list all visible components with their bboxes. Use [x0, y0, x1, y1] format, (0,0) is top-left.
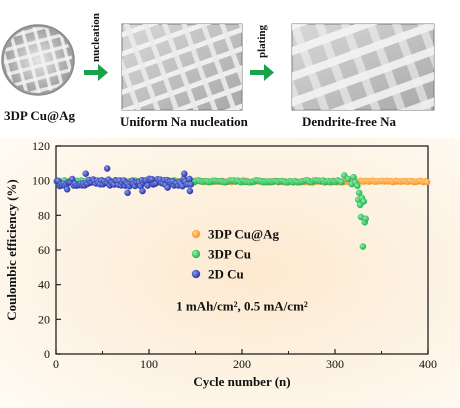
y-tick-label: 0 [44, 347, 50, 361]
y-tick-label: 100 [32, 174, 50, 188]
cu2d-point [124, 189, 131, 197]
cu3d-point [354, 182, 361, 190]
uniform-nucleation-image [121, 23, 243, 111]
legend-label: 3DP Cu@Ag [208, 227, 279, 242]
cu2d-point [139, 187, 146, 195]
cu3d-point [359, 243, 367, 250]
cu2d-point [164, 184, 171, 191]
legend-label: 3DP Cu [208, 247, 251, 262]
x-tick-label: 300 [326, 357, 344, 371]
cu2d-point [187, 181, 195, 188]
y-tick-label: 20 [38, 312, 50, 326]
chart: 0 100 200 300 400 0 20 40 60 80 100 120 Cycle number… [0, 138, 460, 408]
schematic-panel [1, 23, 435, 111]
y-tick-label: 120 [32, 139, 50, 153]
cu2d-point [63, 186, 71, 193]
plating-arrow [250, 64, 274, 81]
legend-marker [191, 229, 201, 239]
x-tick-label: 0 [53, 357, 59, 371]
cu2d-point [144, 182, 151, 189]
cu3d-point [338, 178, 345, 186]
cu3d-point [344, 175, 352, 183]
cu2d-point [181, 170, 188, 177]
legend-label: 2D Cu [208, 267, 244, 282]
dendrite-free-image [291, 23, 435, 111]
x-tick-label: 100 [140, 357, 158, 371]
nucleation-arrow [84, 64, 108, 81]
x-tick-label: 200 [233, 357, 251, 371]
y-axis-label: Coulombic efficiency (%) [4, 179, 19, 321]
step2-label: Uniform Na nucleation [120, 114, 248, 129]
y-tick-label: 60 [38, 243, 50, 257]
cu3d-point [355, 189, 363, 197]
legend-marker [191, 249, 201, 259]
arrow1-label: nucleation [90, 13, 102, 62]
chart-annotation: 1 mAh/cm², 0.5 mA/cm² [176, 299, 308, 314]
cu2d-point [82, 170, 90, 177]
cu3d-point [360, 198, 368, 205]
y-tick-label: 80 [38, 208, 50, 222]
mesh-disc-image [1, 24, 75, 96]
cu3d-point [362, 215, 369, 223]
x-axis-label: Cycle number (n) [193, 374, 290, 389]
cu2d-point [186, 175, 193, 183]
y-tick-label: 40 [38, 278, 50, 292]
arrow2-label: plating [256, 24, 268, 58]
step3-label: Dendrite-free Na [302, 114, 396, 129]
step1-label: 3DP Cu@Ag [4, 108, 75, 123]
cu2d-point [186, 187, 194, 195]
legend-marker [191, 269, 201, 279]
cuag-point [423, 178, 431, 186]
cu2d-point [103, 165, 111, 172]
x-tick-label: 400 [419, 357, 437, 371]
